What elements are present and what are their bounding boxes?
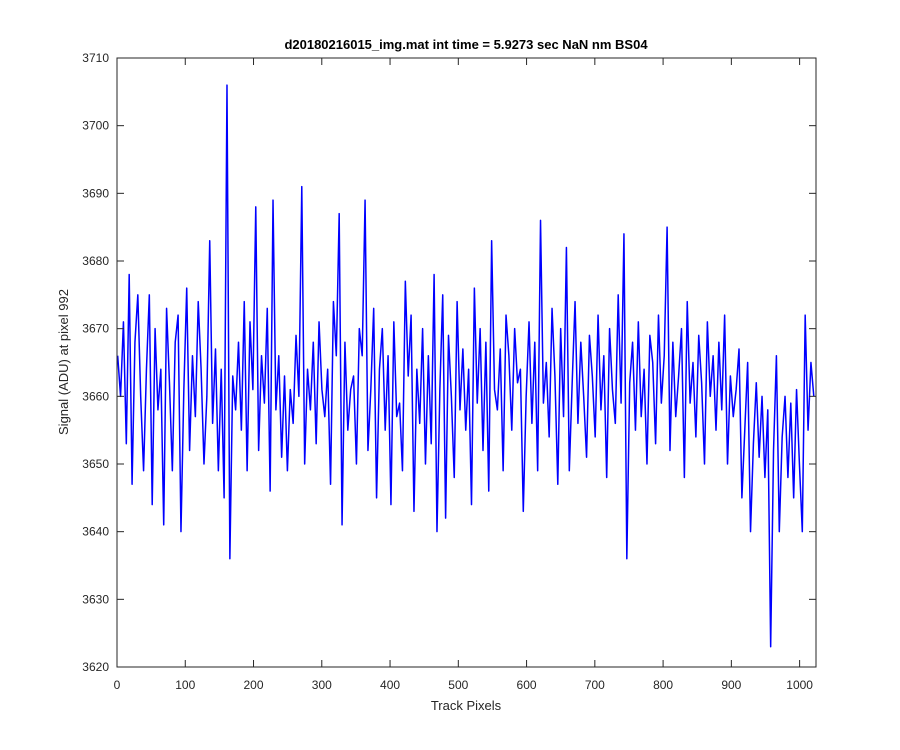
x-tick-label: 1000 bbox=[786, 678, 813, 692]
y-tick-label: 3650 bbox=[82, 457, 109, 471]
chart-title: d20180216015_img.mat int time = 5.9273 s… bbox=[284, 37, 648, 52]
plot-area bbox=[117, 58, 816, 667]
y-tick-label: 3680 bbox=[82, 254, 109, 268]
x-tick-label: 100 bbox=[175, 678, 195, 692]
x-tick-label: 400 bbox=[380, 678, 400, 692]
x-tick-label: 300 bbox=[312, 678, 332, 692]
x-tick-label: 600 bbox=[517, 678, 537, 692]
y-tick-label: 3690 bbox=[82, 186, 109, 200]
y-tick-label: 3630 bbox=[82, 592, 109, 606]
y-tick-label: 3670 bbox=[82, 322, 109, 336]
series-line-0 bbox=[116, 84, 815, 648]
x-axis-label: Track Pixels bbox=[431, 698, 502, 713]
y-tick-label: 3620 bbox=[82, 660, 109, 674]
x-tick-label: 900 bbox=[721, 678, 741, 692]
x-tick-label: 700 bbox=[585, 678, 605, 692]
x-axis: 0 100 200 300 400 500 600 700 800 900 1000 bbox=[114, 58, 813, 692]
y-axis: 3620 3630 3640 3650 3660 3670 3680 3690 3700 3710 bbox=[82, 51, 816, 674]
y-tick-label: 3710 bbox=[82, 51, 109, 65]
x-tick-label: 500 bbox=[448, 678, 468, 692]
series-layer bbox=[116, 84, 815, 648]
y-axis-label: Signal (ADU) at pixel 992 bbox=[56, 289, 71, 435]
axes-box bbox=[116, 57, 817, 668]
y-tick-label: 3700 bbox=[82, 119, 109, 133]
x-tick-label: 200 bbox=[244, 678, 264, 692]
y-tick-label: 3640 bbox=[82, 525, 109, 539]
x-tick-label: 0 bbox=[114, 678, 121, 692]
x-tick-label: 800 bbox=[653, 678, 673, 692]
y-tick-label: 3660 bbox=[82, 389, 109, 403]
